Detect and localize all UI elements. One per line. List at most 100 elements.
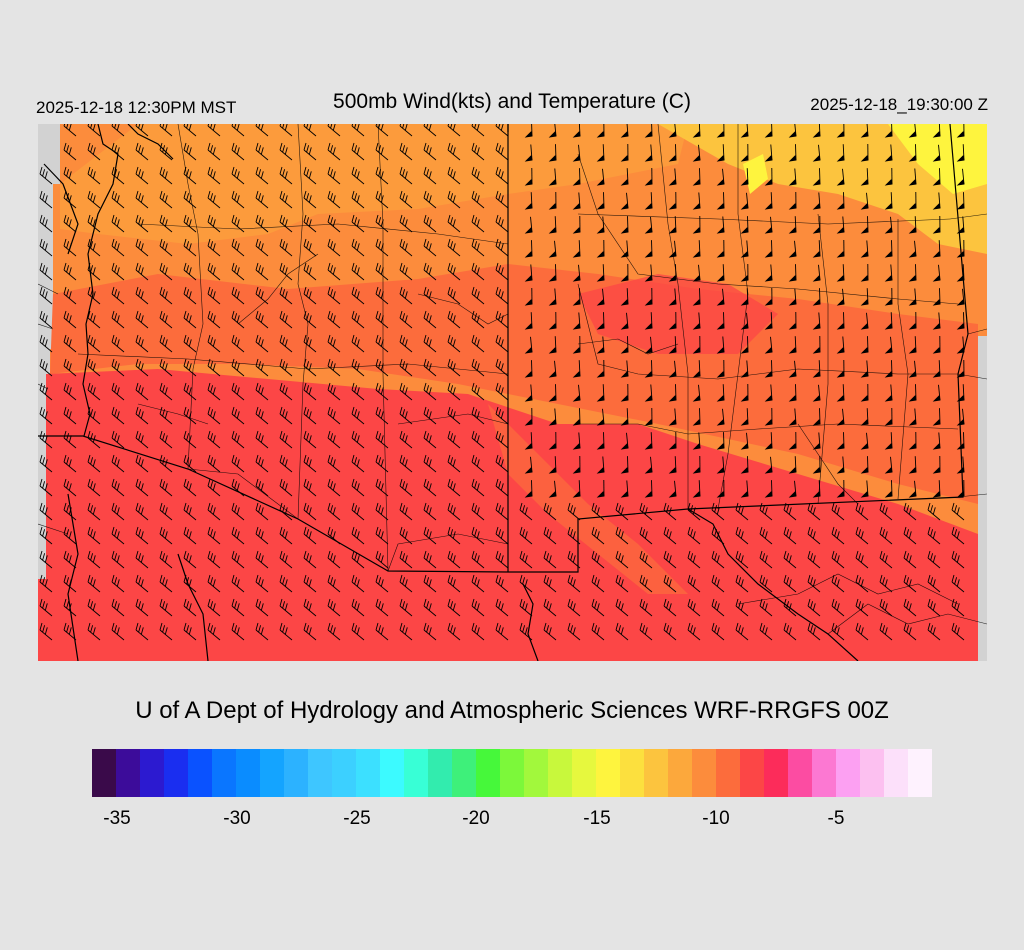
wind-barb (39, 310, 53, 329)
wind-barb (327, 550, 341, 569)
wind-barb (375, 262, 389, 281)
wind-barb (567, 502, 581, 521)
wind-barb (639, 526, 653, 545)
wind-barb (327, 310, 341, 329)
wind-barb (39, 166, 53, 185)
wind-barb (759, 502, 773, 521)
wind-barb (207, 214, 221, 233)
wind-barb (351, 334, 365, 353)
wind-barb (135, 262, 149, 281)
wind-barb (423, 310, 437, 329)
wind-barb (231, 430, 245, 449)
wind-barb (951, 598, 965, 617)
wind-barb (255, 550, 269, 569)
wind-barb (327, 454, 341, 473)
wind-barb (884, 384, 893, 402)
wind-barb (740, 336, 749, 354)
wind-barb (884, 124, 893, 138)
wind-barb (279, 262, 293, 281)
wind-barb (663, 574, 677, 593)
wind-barb (327, 190, 341, 209)
wind-barb (855, 598, 869, 617)
wind-barb (423, 574, 437, 593)
wind-barb (63, 190, 77, 209)
wind-barb (279, 454, 293, 473)
wind-barb (39, 406, 53, 425)
wind-barb (135, 214, 149, 233)
wind-barb (279, 190, 293, 209)
wind-barb (735, 502, 749, 521)
wind-barb (932, 124, 941, 138)
wind-barb (740, 124, 749, 138)
wind-barb (903, 622, 917, 641)
wind-barb (855, 526, 869, 545)
wind-barb (495, 406, 509, 425)
wind-barb (740, 168, 749, 186)
colorbar-swatch (836, 749, 860, 797)
wind-barb (740, 216, 749, 234)
temperature-colorbar (92, 749, 932, 797)
wind-barb (207, 430, 221, 449)
wind-barb (207, 478, 221, 497)
wind-barb (39, 358, 53, 377)
wind-barb (471, 406, 485, 425)
wind-barb (548, 240, 557, 258)
wind-barb (255, 622, 269, 641)
wind-barb (375, 286, 389, 305)
wind-barb (596, 312, 605, 330)
wind-barb (183, 406, 197, 425)
wind-barb (548, 360, 557, 378)
wind-barb (615, 598, 629, 617)
wind-barb (183, 454, 197, 473)
wind-barb (159, 166, 173, 185)
wind-barb (375, 454, 389, 473)
wind-barb (831, 502, 845, 521)
wind-barb (663, 550, 677, 569)
wind-barb (932, 360, 941, 378)
wind-barb (764, 192, 773, 210)
wind-barb (884, 312, 893, 330)
wind-barb (63, 358, 77, 377)
wind-barb (111, 598, 125, 617)
colorbar-tick-label: -5 (827, 808, 845, 829)
wind-barb (231, 142, 245, 161)
wind-barb (927, 598, 941, 617)
wind-barb (932, 264, 941, 282)
wind-barb (548, 216, 557, 234)
wind-barb (183, 142, 197, 161)
colorbar-swatch (212, 749, 236, 797)
wind-barb (548, 456, 557, 474)
wind-barb (855, 502, 869, 521)
valid-time-utc: 2025-12-18_19:30:00 Z (810, 95, 988, 114)
wind-barb (399, 478, 413, 497)
wind-barb (63, 286, 77, 305)
wind-barb (836, 384, 845, 402)
wind-barb (543, 574, 557, 593)
wind-barb (951, 526, 965, 545)
wind-barb (807, 622, 821, 641)
wind-barb (327, 382, 341, 401)
wind-barb (548, 384, 557, 402)
wind-barb (620, 192, 629, 210)
wind-barb (591, 574, 605, 593)
wind-barb (351, 526, 365, 545)
wind-barb (831, 574, 845, 593)
wind-barb (471, 478, 485, 497)
wind-barb (596, 216, 605, 234)
wind-barb (836, 192, 845, 210)
colorbar-tick-label: -20 (462, 808, 490, 829)
wind-barb (620, 336, 629, 354)
wind-barb (596, 408, 605, 426)
wind-barb (764, 480, 773, 498)
wind-barb (111, 622, 125, 641)
wind-barb (759, 550, 773, 569)
wind-barb (567, 622, 581, 641)
wind-barb (740, 192, 749, 210)
wind-barb (927, 550, 941, 569)
wind-barb (231, 334, 245, 353)
wind-barb (759, 622, 773, 641)
wind-barb (668, 240, 677, 258)
wind-barb (375, 382, 389, 401)
state-border (177, 553, 209, 661)
wind-barb (596, 359, 605, 378)
